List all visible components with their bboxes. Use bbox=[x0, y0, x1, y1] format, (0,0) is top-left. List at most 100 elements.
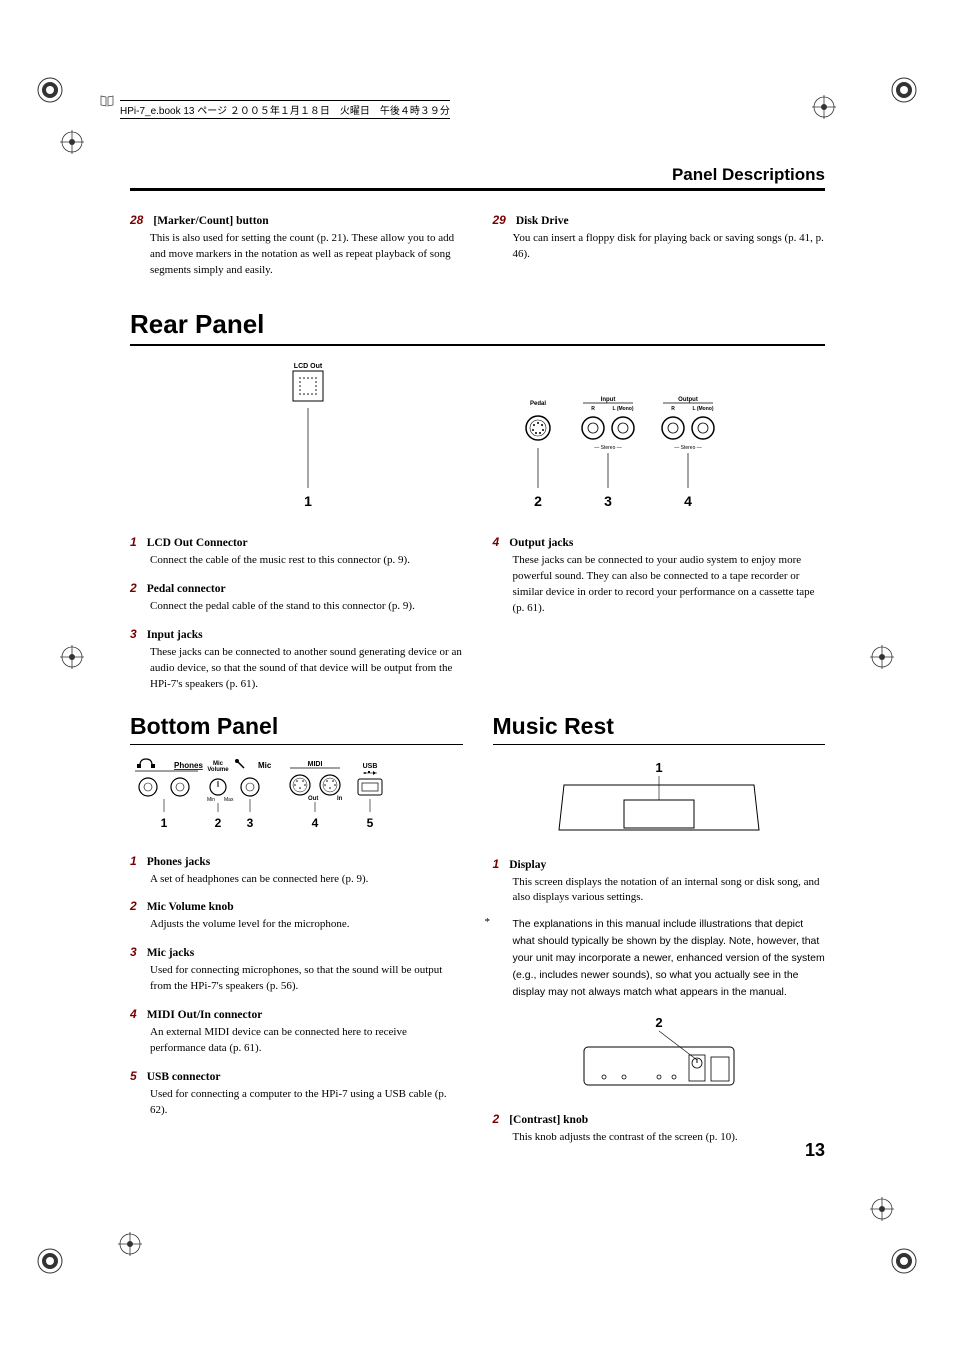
svg-text:Min: Min bbox=[207, 797, 215, 803]
bottom-item-5: 5 USB connector Used for connecting a co… bbox=[130, 1067, 463, 1119]
svg-text:USB: USB bbox=[363, 763, 378, 770]
music-rest-section: Music Rest 1 1 Display This screen displ… bbox=[493, 713, 826, 1157]
rear-item-2: 2 Pedal connector Connect the pedal cabl… bbox=[130, 579, 463, 615]
item-body: This screen displays the notation of an … bbox=[513, 875, 826, 907]
item-body: Connect the pedal cable of the stand to … bbox=[150, 599, 463, 615]
registration-mark-icon bbox=[889, 75, 919, 105]
item-title: USB connector bbox=[147, 1071, 221, 1083]
bottom-panel-diagram: Phones 1 Mic Volume Min Max bbox=[130, 757, 463, 837]
item-body: Used for connecting microphones, so that… bbox=[150, 963, 463, 995]
rear-item-1: 1 LCD Out Connector Connect the cable of… bbox=[130, 533, 463, 569]
item-body: You can insert a floppy disk for playing… bbox=[513, 231, 826, 263]
page-wrapper: HPi-7_e.book 13 ページ ２００５年１月１８日 火曜日 午後４時３… bbox=[0, 0, 954, 1351]
item-title: Display bbox=[509, 859, 546, 871]
item-number: 28 bbox=[130, 213, 143, 227]
svg-text:Phones: Phones bbox=[174, 761, 203, 770]
rear-panel-items: 1 LCD Out Connector Connect the cable of… bbox=[130, 533, 825, 703]
section-rule bbox=[130, 744, 463, 745]
svg-text:R: R bbox=[671, 406, 675, 412]
page-title: Panel Descriptions bbox=[130, 165, 825, 185]
svg-text:LCD Out: LCD Out bbox=[293, 363, 322, 370]
music-rest-diagram-1: 1 bbox=[493, 760, 826, 840]
svg-text:4: 4 bbox=[312, 816, 319, 830]
item-body: Connect the cable of the music rest to t… bbox=[150, 553, 463, 569]
item-28: 28 [Marker/Count] button This is also us… bbox=[130, 211, 463, 289]
item-body: Used for connecting a computer to the HP… bbox=[150, 1087, 463, 1119]
item-title: Input jacks bbox=[147, 629, 203, 641]
music-rest-heading: Music Rest bbox=[493, 713, 826, 740]
registration-mark-icon bbox=[35, 75, 65, 105]
svg-text:Output: Output bbox=[678, 397, 698, 403]
item-body: An external MIDI device can be connected… bbox=[150, 1025, 463, 1057]
item-number: 4 bbox=[493, 535, 500, 549]
svg-text:3: 3 bbox=[604, 493, 612, 509]
svg-text:1: 1 bbox=[304, 493, 312, 509]
bottom-item-2: 2 Mic Volume knob Adjusts the volume lev… bbox=[130, 897, 463, 933]
svg-text:Mic: Mic bbox=[258, 761, 272, 770]
rear-panel-heading: Rear Panel bbox=[130, 309, 825, 340]
svg-text:5: 5 bbox=[367, 816, 374, 830]
music-rest-diagram-2: 2 bbox=[493, 1015, 826, 1095]
item-title: Phones jacks bbox=[147, 856, 211, 868]
item-number: 5 bbox=[130, 1069, 137, 1083]
item-body: This is also used for setting the count … bbox=[150, 231, 463, 279]
item-number: 3 bbox=[130, 627, 137, 641]
bottom-panel-section: Bottom Panel Phones 1 bbox=[130, 713, 463, 1157]
svg-text:In: In bbox=[337, 796, 343, 802]
header-line: HPi-7_e.book 13 ページ ２００５年１月１８日 火曜日 午後４時３… bbox=[100, 100, 820, 119]
svg-text:1: 1 bbox=[161, 816, 168, 830]
item-number: 1 bbox=[130, 535, 137, 549]
item-number: 2 bbox=[130, 581, 137, 595]
content-area: Panel Descriptions 28 [Marker/Count] but… bbox=[130, 165, 825, 1156]
crop-mark-icon bbox=[60, 130, 84, 154]
bottom-panel-heading: Bottom Panel bbox=[130, 713, 463, 740]
bottom-item-4: 4 MIDI Out/In connector An external MIDI… bbox=[130, 1005, 463, 1057]
item-number: 3 bbox=[130, 945, 137, 959]
rear-panel-diagram: LCD Out 1 Pedal bbox=[130, 358, 825, 518]
item-title: Output jacks bbox=[509, 537, 573, 549]
bottom-item-1: 1 Phones jacks A set of headphones can b… bbox=[130, 852, 463, 888]
svg-text:MIDI: MIDI bbox=[308, 761, 323, 768]
registration-mark-icon bbox=[889, 1246, 919, 1276]
svg-text:Input: Input bbox=[600, 397, 615, 403]
top-items: 28 [Marker/Count] button This is also us… bbox=[130, 211, 825, 289]
item-number: 2 bbox=[493, 1112, 500, 1126]
crop-mark-icon bbox=[60, 645, 84, 669]
svg-text:L (Mono): L (Mono) bbox=[612, 406, 633, 412]
music-rest-item-1: 1 Display This screen displays the notat… bbox=[493, 855, 826, 907]
item-title: MIDI Out/In connector bbox=[147, 1009, 263, 1021]
item-number: 29 bbox=[493, 213, 506, 227]
page-number: 13 bbox=[805, 1140, 825, 1161]
item-title: Mic jacks bbox=[147, 947, 195, 959]
item-number: 2 bbox=[130, 899, 137, 913]
item-title: Disk Drive bbox=[516, 215, 569, 227]
svg-text:L (Mono): L (Mono) bbox=[692, 406, 713, 412]
svg-text:2: 2 bbox=[655, 1015, 662, 1030]
svg-text:Out: Out bbox=[308, 796, 318, 802]
rear-item-3: 3 Input jacks These jacks can be connect… bbox=[130, 625, 463, 693]
rear-item-4: 4 Output jacks These jacks can be connec… bbox=[493, 533, 826, 617]
item-number: 1 bbox=[493, 857, 500, 871]
music-rest-note: * The explanations in this manual includ… bbox=[493, 916, 826, 1000]
section-rule bbox=[493, 744, 826, 745]
crop-mark-icon bbox=[870, 1197, 894, 1221]
registration-mark-icon bbox=[35, 1246, 65, 1276]
item-title: [Marker/Count] button bbox=[153, 215, 268, 227]
item-number: 1 bbox=[130, 854, 137, 868]
bottom-sections: Bottom Panel Phones 1 bbox=[130, 713, 825, 1157]
header-text: HPi-7_e.book 13 ページ ２００５年１月１８日 火曜日 午後４時３… bbox=[120, 100, 450, 119]
svg-text:R: R bbox=[591, 406, 595, 412]
item-title: LCD Out Connector bbox=[147, 537, 248, 549]
item-number: 4 bbox=[130, 1007, 137, 1021]
svg-text:Max: Max bbox=[224, 797, 234, 803]
item-29: 29 Disk Drive You can insert a floppy di… bbox=[493, 211, 826, 289]
title-rule bbox=[130, 188, 825, 191]
svg-text:1: 1 bbox=[655, 760, 662, 775]
svg-text:Volume: Volume bbox=[207, 767, 229, 773]
crop-mark-icon bbox=[118, 1232, 142, 1256]
section-rule bbox=[130, 344, 825, 346]
item-body: Adjusts the volume level for the microph… bbox=[150, 917, 463, 933]
music-rest-item-2: 2 [Contrast] knob This knob adjusts the … bbox=[493, 1110, 826, 1146]
svg-text:Pedal: Pedal bbox=[529, 401, 545, 407]
svg-text:— Stereo —: — Stereo — bbox=[674, 445, 702, 451]
